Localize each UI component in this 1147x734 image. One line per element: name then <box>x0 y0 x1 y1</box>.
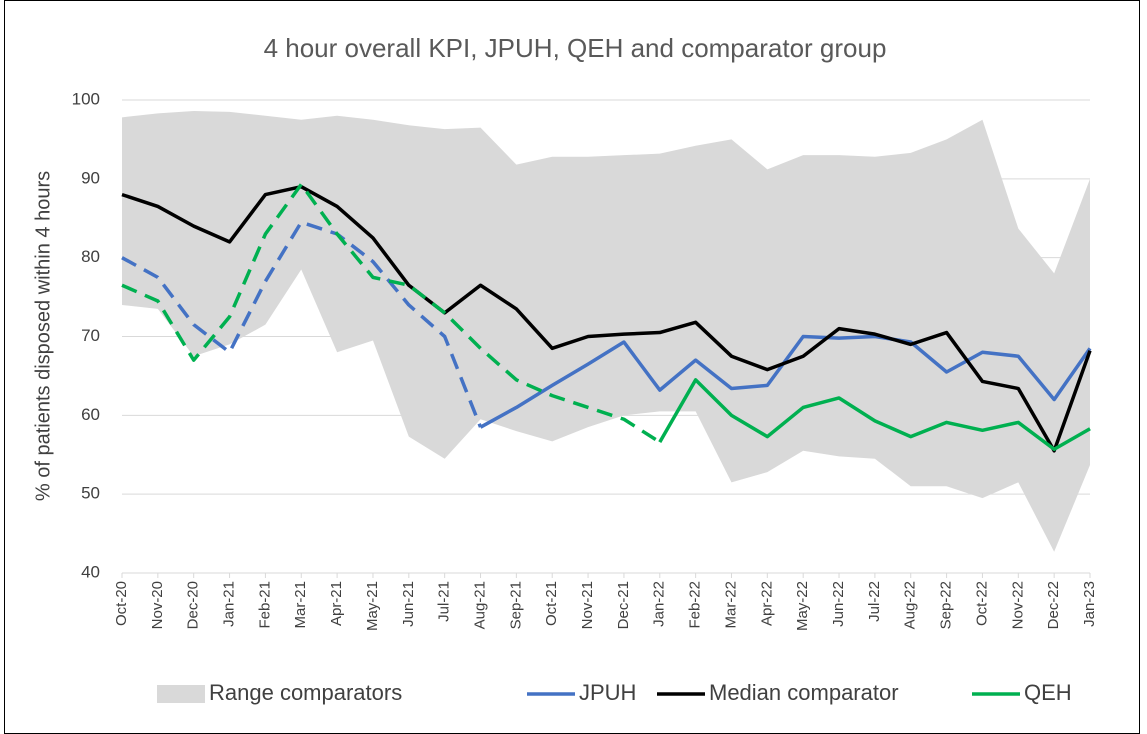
chart-title: 4 hour overall KPI, JPUH, QEH and compar… <box>264 33 887 63</box>
x-tick-label: Aug-21 <box>471 581 488 629</box>
series-line <box>479 334 1092 429</box>
x-tick-label: Apr-22 <box>758 581 775 626</box>
x-tick-label: Sep-21 <box>507 581 524 629</box>
x-tick-label: Jan-21 <box>221 581 238 627</box>
x-tick-label: Oct-22 <box>973 581 990 626</box>
x-tick-label: Aug-22 <box>902 581 919 629</box>
range-area <box>122 111 1090 552</box>
series-line <box>658 378 1091 451</box>
x-tick-label: Nov-22 <box>1009 581 1026 629</box>
x-tick-label: Mar-21 <box>292 581 309 629</box>
x-tick-label: Dec-22 <box>1045 581 1062 629</box>
x-tick-label: Jun-21 <box>400 581 417 627</box>
y-axis-label: % of patients disposed within 4 hours <box>32 171 54 501</box>
x-tick-label: Sep-22 <box>938 581 955 629</box>
x-tick-label: Jul-21 <box>436 581 453 622</box>
legend-label: Median comparator <box>709 680 899 705</box>
x-tick-label: Dec-21 <box>615 581 632 629</box>
x-tick-label: May-22 <box>794 581 811 631</box>
x-tick-label: Jan-23 <box>1081 581 1098 627</box>
y-tick-label: 90 <box>81 168 100 187</box>
x-tick-label: Apr-21 <box>328 581 345 626</box>
y-tick-label: 60 <box>81 405 100 424</box>
x-tick-label: Nov-21 <box>579 581 596 629</box>
x-tick-label: Jun-22 <box>830 581 847 627</box>
x-tick-label: May-21 <box>364 581 381 631</box>
x-tick-label: Feb-22 <box>687 581 704 629</box>
x-tick-label: Nov-20 <box>149 581 166 629</box>
legend-label: JPUH <box>579 680 636 705</box>
x-tick-label: Oct-20 <box>113 581 130 626</box>
y-tick-label: 40 <box>81 562 100 581</box>
y-tick-label: 100 <box>72 89 100 108</box>
legend-swatch <box>157 685 205 703</box>
x-tick-label: Dec-20 <box>185 581 202 629</box>
x-tick-label: Jul-22 <box>866 581 883 622</box>
y-tick-label: 50 <box>81 484 100 503</box>
x-tick-label: Mar-22 <box>722 581 739 629</box>
y-tick-label: 80 <box>81 247 100 266</box>
y-tick-label: 70 <box>81 326 100 345</box>
x-tick-label: Feb-21 <box>256 581 273 629</box>
series-line <box>121 182 661 444</box>
x-tick-label: Jan-22 <box>651 581 668 627</box>
series-line <box>121 220 483 428</box>
legend-label: Range comparators <box>209 680 402 705</box>
series-line <box>121 184 1092 453</box>
legend-label: QEH <box>1024 680 1072 705</box>
x-tick-label: Oct-21 <box>543 581 560 626</box>
